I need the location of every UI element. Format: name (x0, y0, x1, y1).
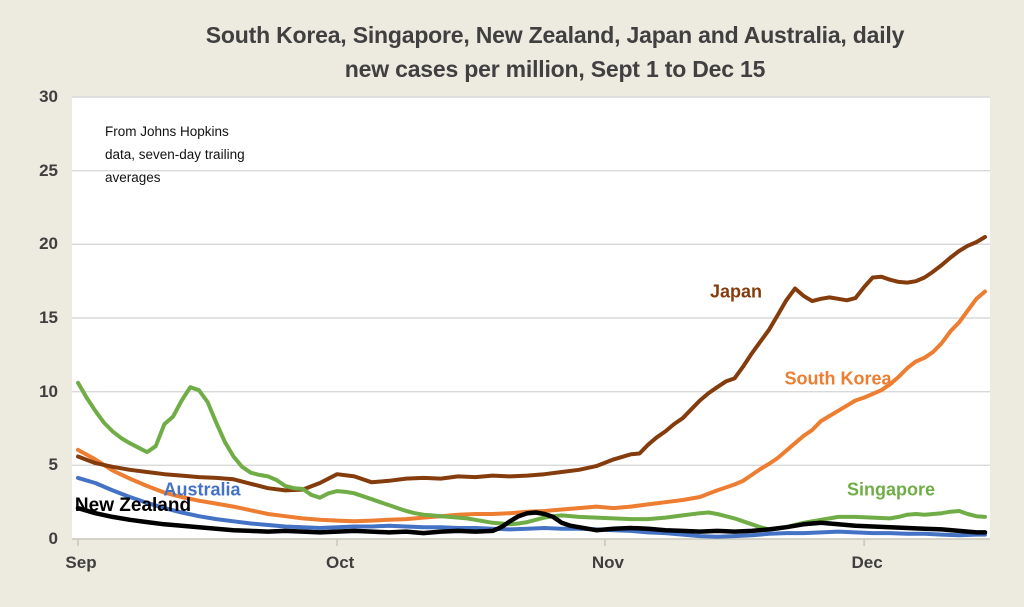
y-tick-label-20: 20 (39, 234, 58, 254)
australia-label: Australia (163, 479, 241, 500)
source-note-line2: data, seven-day trailing (105, 147, 245, 162)
y-tick-label-25: 25 (39, 160, 58, 180)
south-korea-label: South Korea (784, 368, 892, 389)
singapore-label: Singapore (846, 479, 936, 500)
japan-line (76, 235, 987, 493)
chart-title: South Korea, Singapore, New Zealand, Jap… (85, 18, 1024, 86)
y-tick-label-30: 30 (39, 87, 58, 106)
japan-label: Japan (709, 281, 763, 302)
chart-title-line2: new cases per million, Sept 1 to Dec 15 (344, 56, 766, 82)
x-tick-label-nov: Nov (591, 553, 624, 572)
x-tick-label-oct: Oct (325, 553, 355, 572)
source-note-line3: averages (105, 170, 161, 185)
y-tick-label-10: 10 (39, 381, 58, 401)
australia-line (76, 475, 987, 539)
y-tick-label-0: 0 (48, 529, 58, 548)
x-tick-label-dec: Dec (851, 553, 883, 572)
y-tick-label-15: 15 (39, 308, 58, 327)
new-zealand-line (75, 505, 988, 536)
y-tick-label-5: 5 (48, 455, 58, 475)
south-korea-line (76, 289, 987, 524)
source-note: From Johns Hopkins data, seven-day trail… (105, 120, 245, 189)
x-tick-label-sep: Sep (65, 553, 97, 572)
singapore-line (76, 380, 987, 532)
chart-title-line1: South Korea, Singapore, New Zealand, Jap… (205, 22, 905, 48)
source-note-line1: From Johns Hopkins (105, 124, 229, 139)
new-zealand-label: New Zealand (74, 495, 192, 516)
